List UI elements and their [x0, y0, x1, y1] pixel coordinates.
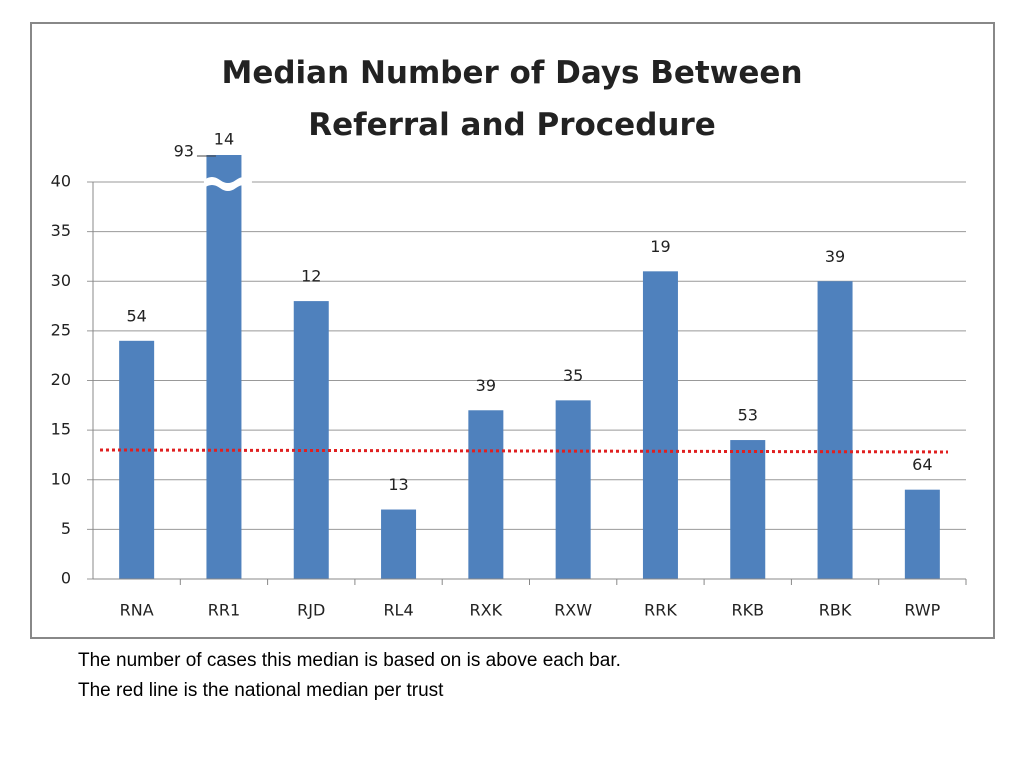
case-count-label: 19	[650, 237, 670, 256]
chart: Median Number of Days Between Referral an…	[30, 22, 995, 639]
y-tick-label: 10	[51, 469, 71, 488]
bar	[817, 281, 853, 579]
value-label: 93	[174, 142, 194, 161]
note: The red line is the national median per …	[78, 680, 444, 701]
case-count-label: 12	[301, 267, 321, 286]
bar	[642, 271, 678, 579]
bar	[904, 489, 940, 579]
x-tick-label: RNA	[120, 601, 154, 620]
case-count-label: 14	[214, 130, 234, 149]
y-tick-label: 35	[51, 221, 71, 240]
case-count-label: 54	[126, 306, 146, 325]
x-tick-label: RL4	[383, 601, 413, 620]
case-count-label: 13	[388, 475, 408, 494]
plot-clip	[119, 155, 940, 580]
y-tick-label: 30	[51, 271, 71, 290]
bar	[555, 400, 591, 579]
bar	[119, 340, 155, 579]
x-tick-label: RJD	[297, 601, 325, 620]
y-tick-label: 25	[51, 320, 71, 339]
y-tick-label: 40	[51, 172, 71, 191]
bar	[381, 509, 417, 579]
x-tick-label: RBK	[819, 601, 852, 620]
axis-break	[203, 177, 252, 191]
chart-title: Median Number of Days Between Referral an…	[221, 55, 802, 143]
bar	[730, 440, 766, 579]
y-tick-label: 0	[61, 569, 71, 588]
x-tick-label: RKB	[731, 601, 764, 620]
x-tick-label: RXK	[470, 601, 503, 620]
bar	[206, 155, 242, 580]
y-tick-label: 15	[51, 420, 71, 439]
x-tick-label: RXW	[554, 601, 592, 620]
x-tick-label: RR1	[208, 601, 240, 620]
x-tick-label: RWP	[904, 601, 940, 620]
note: The number of cases this median is based…	[78, 650, 621, 671]
case-count-label: 53	[738, 406, 758, 425]
case-count-label: 39	[476, 376, 496, 395]
case-count-label: 39	[825, 247, 845, 266]
y-tick-label: 5	[61, 519, 71, 538]
bar	[293, 301, 329, 579]
y-tick-label: 20	[51, 370, 71, 389]
bar	[468, 410, 504, 579]
case-count-label: 64	[912, 455, 932, 474]
x-tick-label: RRK	[644, 601, 677, 620]
case-count-label: 35	[563, 366, 583, 385]
